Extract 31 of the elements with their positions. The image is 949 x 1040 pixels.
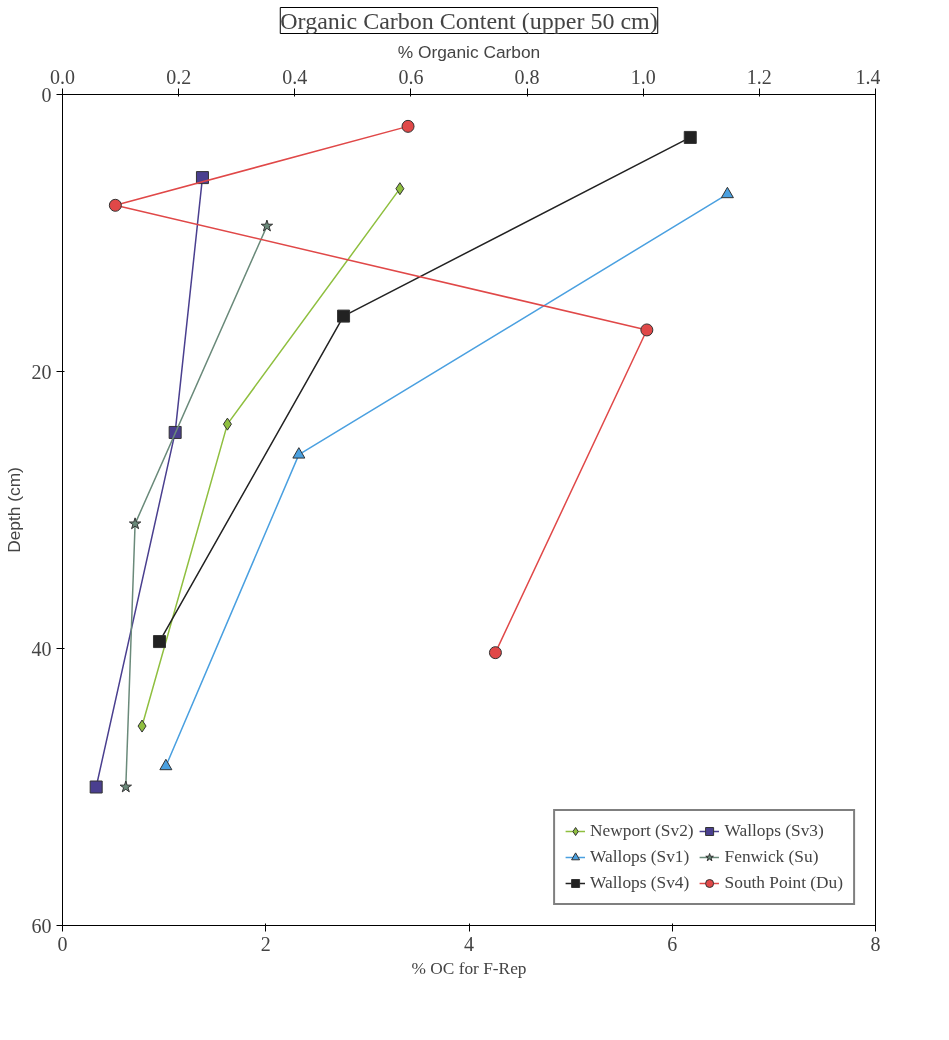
x-axis-title: % OC for F-Rep bbox=[411, 958, 527, 978]
legend-label: South Point (Du) bbox=[724, 873, 843, 893]
x2-tick-label: 1.4 bbox=[855, 65, 881, 88]
legend-label: Newport (Sv2) bbox=[590, 821, 694, 841]
x-tick-label: 6 bbox=[667, 932, 678, 955]
y-tick-label: 60 bbox=[31, 914, 52, 937]
y-tick-label: 40 bbox=[31, 637, 52, 660]
legend-label: Wallops (Sv1) bbox=[590, 847, 690, 867]
x-tick-label: 2 bbox=[260, 932, 271, 955]
x2-tick-label: 0.8 bbox=[514, 65, 540, 88]
y-tick-label: 20 bbox=[31, 360, 52, 383]
x-tick-label: 4 bbox=[464, 932, 474, 955]
x-tick-label: 8 bbox=[870, 932, 881, 955]
legend-label: Fenwick (Su) bbox=[724, 847, 819, 867]
point bbox=[108, 198, 122, 212]
x2-tick-label: 1.2 bbox=[746, 65, 772, 88]
x2-tick-label: 0.6 bbox=[398, 65, 424, 88]
legend-label: Wallops (Sv4) bbox=[590, 873, 690, 893]
point bbox=[401, 119, 415, 133]
chart-title: Organic Carbon Content (upper 50 cm) bbox=[280, 7, 658, 34]
point bbox=[640, 323, 654, 337]
point bbox=[488, 646, 502, 660]
y-axis-title: Depth (cm) bbox=[3, 467, 24, 553]
x2-tick-label: 0.2 bbox=[166, 65, 192, 88]
x2-tick-label: 0.0 bbox=[50, 65, 75, 88]
x2-tick-label: 1.0 bbox=[630, 65, 656, 88]
x-tick-label: 0 bbox=[57, 932, 68, 955]
y-tick-label: 0 bbox=[41, 83, 52, 106]
x2-tick-label: 0.4 bbox=[282, 65, 308, 88]
legend-label: Wallops (Sv3) bbox=[724, 821, 824, 841]
x2-axis-title: % Organic Carbon bbox=[397, 41, 541, 62]
